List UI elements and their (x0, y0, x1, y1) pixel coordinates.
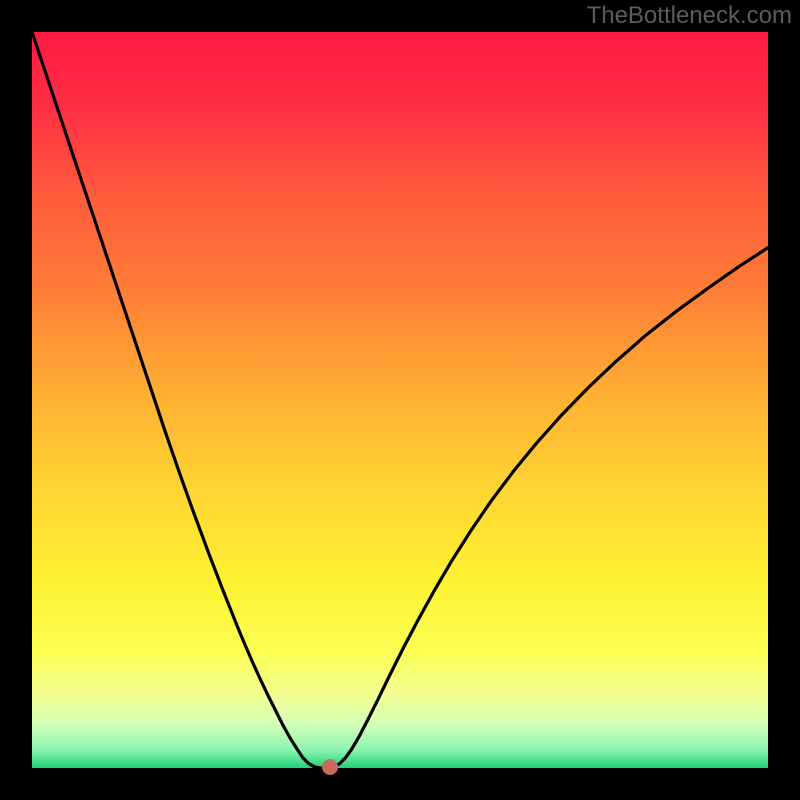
optimum-marker (322, 759, 338, 775)
watermark-text: TheBottleneck.com (587, 2, 792, 30)
plot-area (32, 32, 768, 768)
chart-frame: TheBottleneck.com (0, 0, 800, 800)
bottleneck-curve (32, 32, 768, 768)
